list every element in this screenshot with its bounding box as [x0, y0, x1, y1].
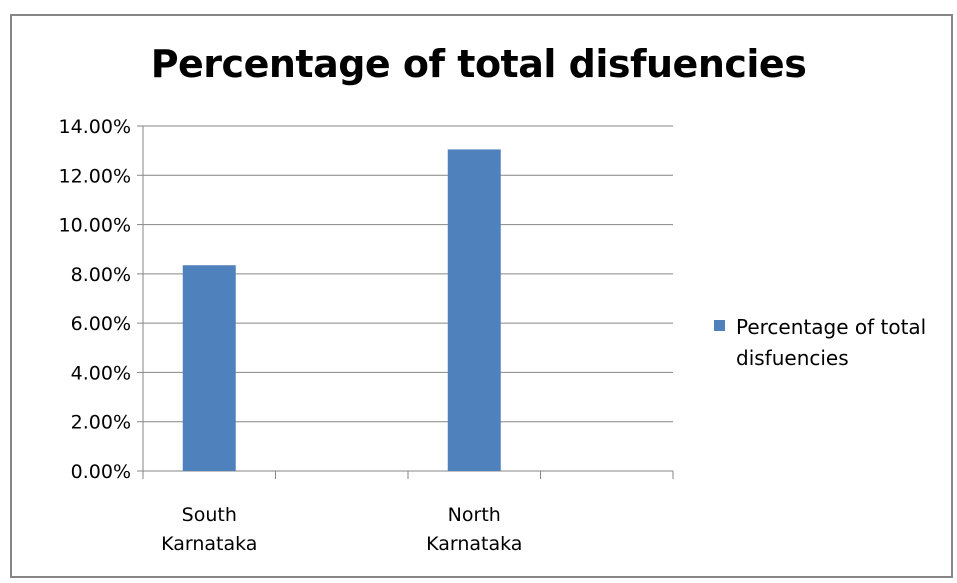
x-tick-label: Karnataka — [161, 533, 257, 555]
y-tick-label: 8.00% — [71, 264, 131, 286]
y-tick-label: 14.00% — [59, 116, 131, 138]
legend-label: disfuencies — [736, 346, 849, 370]
y-tick-label: 0.00% — [71, 461, 131, 483]
x-tick-label: South — [182, 504, 237, 526]
x-tick-label: North — [448, 504, 501, 526]
x-tick-label: Karnataka — [426, 533, 522, 555]
y-tick-label: 6.00% — [71, 313, 131, 335]
y-tick-label: 2.00% — [71, 412, 131, 434]
bar — [447, 149, 501, 472]
chart-title: Percentage of total disfuencies — [150, 42, 807, 86]
y-tick-label: 4.00% — [71, 362, 131, 384]
legend-label: Percentage of total — [736, 315, 926, 339]
legend-swatch — [714, 320, 725, 331]
y-tick-label: 10.00% — [59, 215, 131, 237]
bar — [182, 265, 236, 471]
y-tick-label: 12.00% — [59, 165, 131, 187]
